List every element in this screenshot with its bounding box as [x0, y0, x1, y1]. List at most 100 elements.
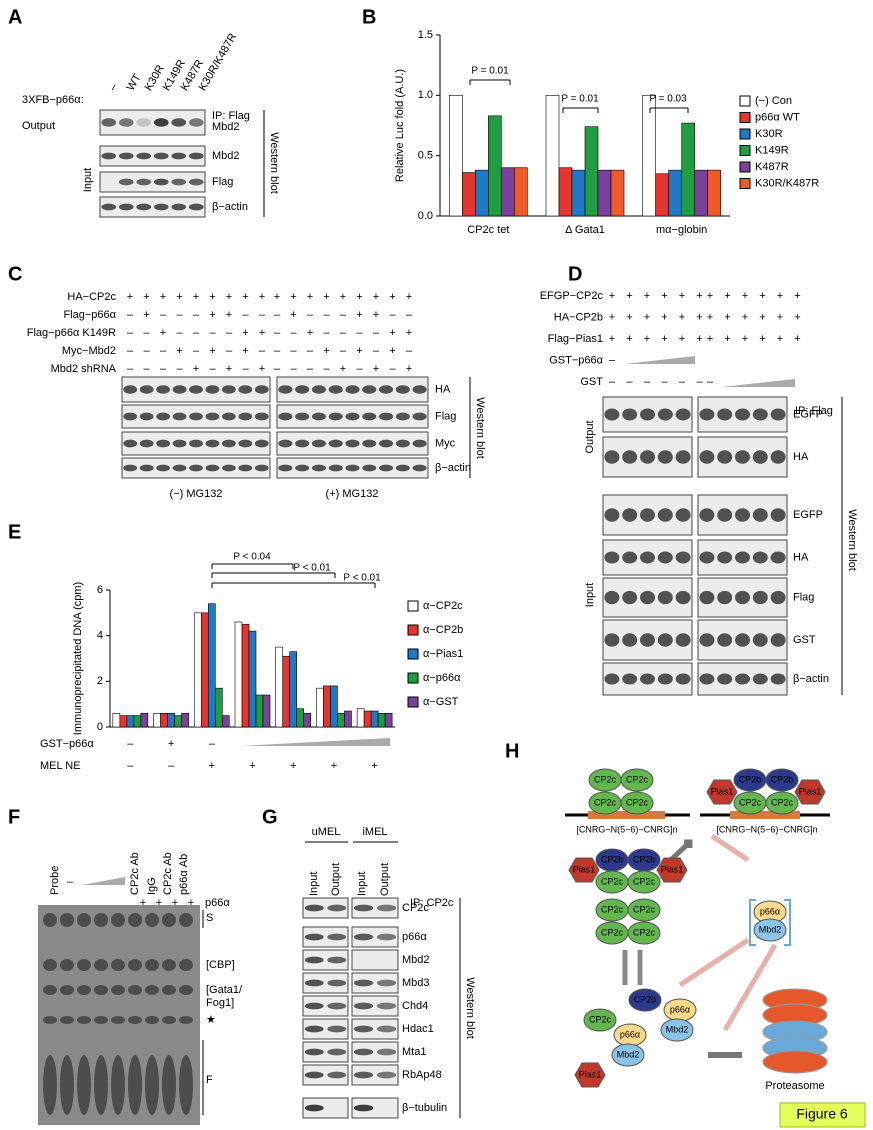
band: [327, 1025, 347, 1033]
sign: –: [259, 345, 266, 357]
sign: +: [609, 333, 615, 345]
p-value: P < 0.04: [233, 552, 271, 563]
band-label: ★: [206, 1014, 216, 1026]
band: [640, 633, 655, 647]
band: [675, 590, 691, 605]
sign: +: [356, 345, 362, 357]
legend-label: α−CP2c: [423, 600, 463, 612]
node-label: Mbd2: [759, 924, 782, 934]
row-label: GST: [580, 376, 603, 388]
node-label: CP2c: [771, 797, 794, 807]
band: [254, 439, 269, 448]
blot: [99, 196, 206, 218]
blot: [351, 995, 399, 1017]
sign: +: [188, 897, 194, 909]
sign: –: [274, 363, 281, 375]
y-tick-label: 0: [97, 721, 103, 733]
site-label: [CNRG−N(5−6)−CNRG]n: [576, 824, 677, 834]
band: [139, 385, 154, 394]
bar: [167, 712, 175, 728]
band: [353, 1048, 374, 1056]
blot-label: Myc: [435, 437, 456, 449]
band-label: Fog1]: [206, 997, 234, 1009]
bar: [221, 715, 230, 728]
y-tick-label: 1.0: [418, 89, 433, 101]
blot-label: p66α: [402, 931, 427, 943]
blot-label: Hdac1: [402, 1023, 434, 1035]
row-label: HA−CP2c: [67, 291, 116, 303]
band: [139, 464, 154, 472]
node-label: Pias1: [573, 864, 596, 874]
panel-letter: G: [262, 806, 278, 828]
blot: [302, 1097, 349, 1119]
band: [304, 904, 324, 912]
band: [328, 439, 343, 448]
band: [376, 979, 397, 987]
gel-band: [94, 959, 108, 971]
group-label: iMEL: [362, 826, 387, 838]
band: [311, 412, 326, 421]
node-label: Pias1: [799, 786, 822, 796]
band: [221, 385, 236, 394]
band: [156, 464, 171, 472]
band: [752, 450, 768, 464]
band: [304, 1104, 324, 1112]
sign: –: [307, 345, 314, 357]
band: [189, 464, 203, 472]
band: [640, 590, 655, 605]
bar: [316, 687, 324, 728]
gel-band: [179, 1055, 193, 1115]
sign: +: [661, 333, 667, 345]
sign: +: [679, 311, 685, 323]
sign: –: [160, 309, 167, 321]
binding-site: [730, 811, 800, 819]
sign: –: [176, 327, 183, 339]
legend-swatch: [739, 95, 751, 107]
band: [101, 203, 117, 211]
sign: –: [340, 309, 347, 321]
condition-label: GST−p66α: [40, 738, 94, 750]
sign: –: [193, 345, 200, 357]
sign: +: [389, 291, 395, 303]
bar: [153, 712, 161, 728]
blot-label: RbAp48: [402, 1069, 442, 1081]
y-tick-label: 4: [97, 630, 103, 642]
bar: [668, 169, 682, 217]
band: [376, 1071, 397, 1079]
legend-swatch: [407, 672, 419, 684]
sign: +: [661, 311, 667, 323]
band: [412, 385, 427, 394]
legend-swatch: [739, 128, 751, 140]
condition: (−) MG132: [170, 488, 223, 500]
band: [353, 933, 374, 941]
condition-sign: +: [209, 760, 215, 772]
band: [118, 152, 134, 160]
band: [376, 1025, 397, 1033]
wedge: [240, 738, 390, 746]
bar: [707, 169, 721, 217]
sign: +: [609, 290, 615, 302]
node-shape: [620, 768, 654, 792]
condition-sign: +: [371, 760, 377, 772]
section-label: Input: [584, 583, 596, 607]
gel-band: [43, 959, 57, 971]
legend-swatch: [739, 145, 751, 156]
band: [328, 412, 343, 421]
band: [345, 439, 360, 448]
node-shape: [753, 918, 787, 942]
node-shape: [765, 791, 799, 815]
band: [735, 590, 750, 605]
band: [717, 450, 733, 464]
band: [188, 152, 204, 160]
band: [379, 439, 394, 448]
bar: [303, 712, 312, 728]
sign: –: [373, 327, 380, 339]
band: [752, 408, 768, 421]
gel-band: [43, 913, 57, 927]
band: [699, 450, 715, 464]
sign: +: [226, 363, 232, 375]
node-label: CP2c: [633, 904, 656, 914]
bar: [558, 167, 573, 217]
band: [328, 464, 343, 472]
proteasome-label: Proteasome: [765, 1080, 824, 1092]
